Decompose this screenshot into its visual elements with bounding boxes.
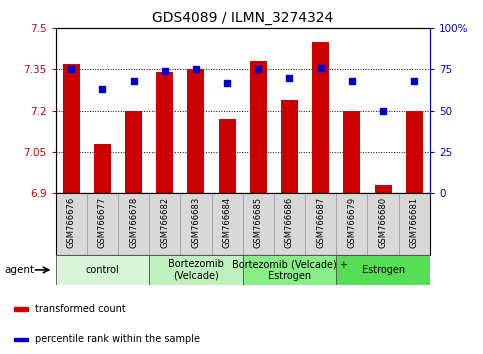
- Bar: [242, 193, 274, 255]
- Bar: [368, 193, 398, 255]
- Text: agent: agent: [5, 265, 35, 275]
- Text: GSM766680: GSM766680: [379, 197, 387, 248]
- Text: GSM766683: GSM766683: [191, 197, 200, 248]
- Point: [99, 86, 106, 92]
- Bar: [14, 338, 28, 341]
- Bar: [406, 111, 423, 193]
- Title: GDS4089 / ILMN_3274324: GDS4089 / ILMN_3274324: [152, 11, 333, 24]
- Point: [129, 78, 137, 84]
- Bar: [312, 42, 329, 193]
- Point: [411, 78, 418, 84]
- Bar: [63, 64, 80, 193]
- Point: [192, 67, 200, 72]
- Bar: [149, 255, 242, 285]
- Bar: [14, 307, 28, 311]
- Bar: [336, 255, 430, 285]
- Bar: [56, 193, 87, 255]
- Bar: [56, 255, 149, 285]
- Text: GSM766686: GSM766686: [285, 197, 294, 248]
- Bar: [180, 193, 212, 255]
- Text: GSM766681: GSM766681: [410, 197, 419, 248]
- Bar: [212, 193, 242, 255]
- Bar: [374, 185, 392, 193]
- Text: GSM766678: GSM766678: [129, 197, 138, 248]
- Bar: [149, 193, 180, 255]
- Text: percentile rank within the sample: percentile rank within the sample: [35, 335, 200, 344]
- Point: [223, 80, 231, 85]
- Bar: [187, 69, 204, 193]
- Text: GSM766679: GSM766679: [347, 197, 356, 248]
- Bar: [87, 193, 118, 255]
- Bar: [250, 61, 267, 193]
- Bar: [305, 193, 336, 255]
- Text: control: control: [85, 265, 119, 275]
- Bar: [343, 111, 360, 193]
- Bar: [94, 144, 111, 193]
- Bar: [242, 255, 336, 285]
- Point: [379, 108, 387, 114]
- Text: GSM766684: GSM766684: [223, 197, 232, 248]
- Point: [255, 67, 262, 72]
- Point: [67, 67, 75, 72]
- Point: [348, 78, 356, 84]
- Bar: [218, 119, 236, 193]
- Bar: [398, 193, 430, 255]
- Text: Estrogen: Estrogen: [361, 265, 405, 275]
- Text: transformed count: transformed count: [35, 304, 126, 314]
- Bar: [125, 111, 142, 193]
- Bar: [118, 193, 149, 255]
- Text: GSM766677: GSM766677: [98, 197, 107, 248]
- Text: GSM766687: GSM766687: [316, 197, 325, 248]
- Text: Bortezomib
(Velcade): Bortezomib (Velcade): [168, 259, 224, 281]
- Point: [285, 75, 293, 81]
- Bar: [336, 193, 368, 255]
- Text: GSM766682: GSM766682: [160, 197, 169, 248]
- Text: GSM766685: GSM766685: [254, 197, 263, 248]
- Text: GSM766676: GSM766676: [67, 197, 76, 248]
- Text: Bortezomib (Velcade) +
Estrogen: Bortezomib (Velcade) + Estrogen: [231, 259, 347, 281]
- Point: [317, 65, 325, 71]
- Bar: [274, 193, 305, 255]
- Bar: [281, 100, 298, 193]
- Point: [161, 68, 169, 74]
- Bar: [156, 72, 173, 193]
